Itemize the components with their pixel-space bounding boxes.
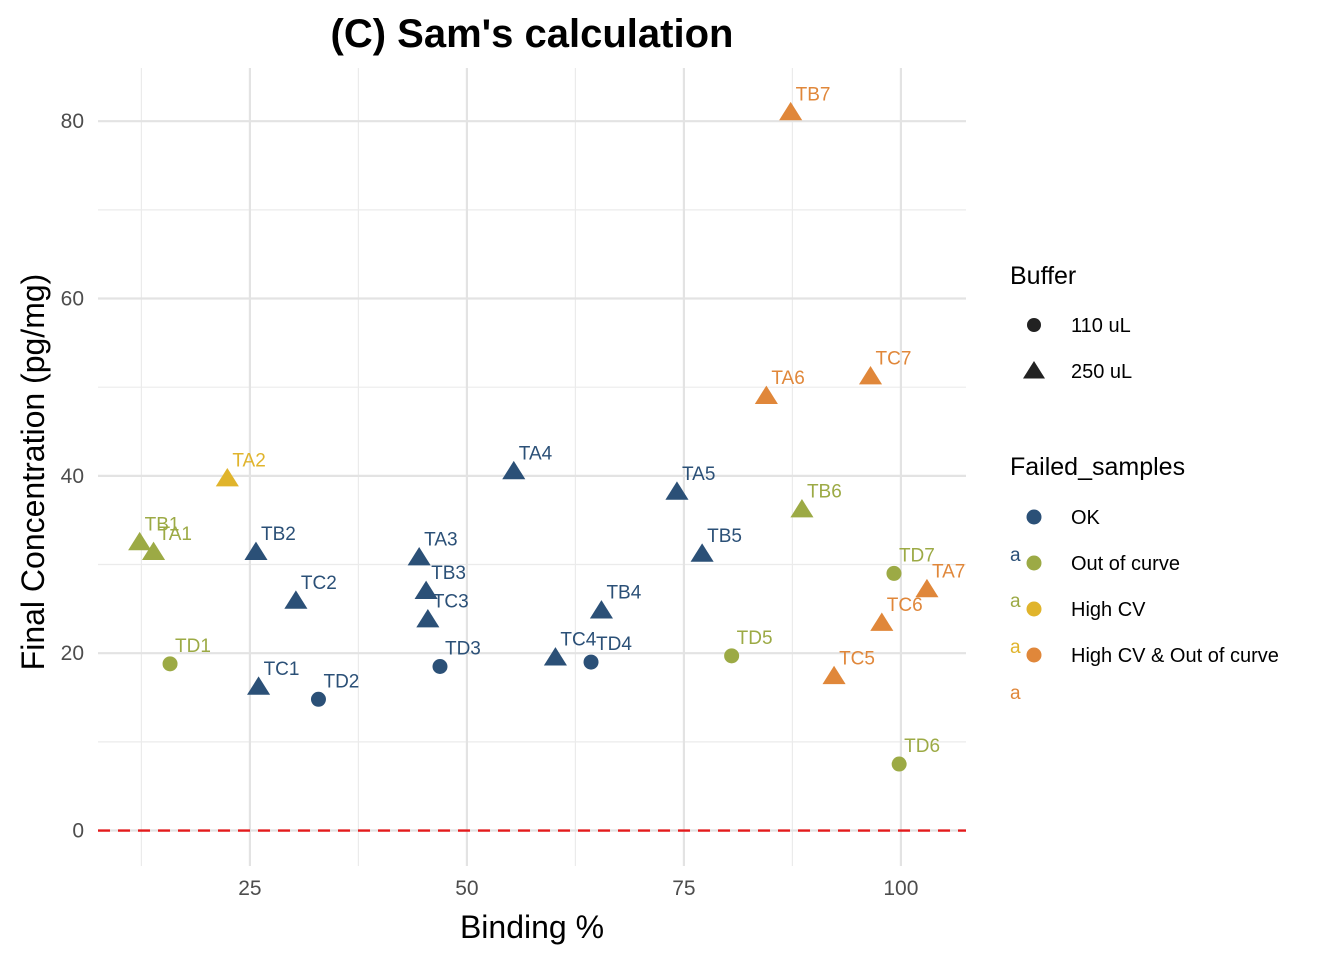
legend-color-icon [1026,647,1042,663]
point-label: TD7 [899,545,935,566]
point-label: TA4 [519,443,553,464]
data-point-circle [432,659,448,674]
data-points [128,101,939,772]
data-point-triangle [502,460,526,480]
data-point-triangle [416,609,440,628]
data-point-triangle [414,580,438,600]
buffer-legend-items: 110 uL 250 uL [1023,315,1132,383]
y-tick-label: 40 [61,465,84,488]
legend-circle-icon [1027,318,1041,332]
point-label: TB6 [807,482,842,503]
data-point-triangle [589,600,613,619]
data-point-triangle [779,101,803,121]
buffer-legend-label: 110 uL [1071,315,1131,337]
point-label: TB4 [606,583,641,604]
point-label: TA6 [771,368,804,389]
failed-samples-legend-label: Out of curve [1071,553,1180,575]
point-label: TA2 [232,451,265,472]
data-point-circle [162,656,178,672]
y-axis-title: Final Concentration (pg/mg) [15,274,51,671]
data-point-circle [724,648,740,664]
point-label: TB5 [707,526,742,547]
data-point-triangle [915,578,939,598]
point-label: TD1 [175,636,211,657]
data-point-triangle [665,481,689,500]
x-axis-title: Binding % [460,909,604,945]
point-label: TC3 [433,592,469,613]
failed-samples-legend-label: OK [1071,507,1101,529]
x-tick-label: 25 [238,877,261,900]
legend-triangle-icon [1023,361,1045,379]
failed-samples-legend-title: Failed_samples [1010,453,1185,481]
legend-text-key: a [1010,591,1021,612]
y-tick-label: 20 [61,642,84,665]
failed-samples-legend-items: OK a Out of curve a High CV a High CV & Out of… [1010,507,1279,704]
point-label: TC7 [876,349,912,370]
failed-samples-legend-label: High CV & Out of curve [1071,645,1279,667]
point-label: TC2 [301,573,337,594]
point-label: TD3 [445,639,481,660]
data-point-triangle [870,612,894,631]
data-point-triangle [284,590,308,609]
y-tick-label: 0 [72,820,84,843]
data-point-triangle [407,546,431,566]
y-tick-label: 80 [61,110,84,133]
point-label: TA5 [682,464,715,485]
data-point-triangle [858,366,883,385]
data-point-circle [886,565,902,581]
point-label: TC6 [887,595,923,616]
data-point-triangle [690,543,714,562]
point-label: TB2 [261,524,296,545]
data-point-triangle [244,541,268,560]
data-point-circle [310,691,326,707]
y-tick-label: 60 [61,288,84,311]
legend-text-key: a [1010,637,1021,658]
buffer-legend-title: Buffer [1010,262,1076,290]
point-label: TB7 [796,84,831,105]
point-label: TD5 [737,628,773,649]
x-tick-label: 50 [455,877,478,900]
point-label: TD2 [323,671,359,692]
data-point-triangle [754,385,778,404]
point-label: TB1 [145,514,180,535]
legend-text-key: a [1010,683,1021,704]
data-point-circle [891,756,907,772]
data-point-triangle [215,468,239,487]
legend: Buffer 110 uL 250 uL Failed_samples OK a Ou… [1010,262,1279,704]
point-label: TA7 [932,561,965,582]
point-label: TD6 [904,736,940,757]
data-point-triangle [247,676,271,695]
legend-color-icon [1026,601,1042,617]
legend-color-icon [1026,555,1042,571]
data-point-circle [583,654,599,670]
point-label: TA3 [424,529,457,550]
data-point-triangle [128,531,152,551]
chart-title: (C) Sam's calculation [331,12,734,56]
point-label: TC5 [839,648,875,669]
grid-lines [98,68,966,866]
point-label: TD4 [596,634,632,655]
point-label: TB3 [431,563,466,584]
point-label: TC4 [560,630,596,651]
data-point-triangle [790,499,814,518]
data-point-triangle [142,541,166,560]
point-label: TC1 [264,659,300,680]
point-label: TA1 [159,524,192,545]
legend-text-key: a [1010,545,1021,566]
x-tick-label: 100 [883,877,918,900]
data-point-triangle [543,647,567,666]
axis-tick-labels: 25 50 75 100 0 20 40 60 80 [61,110,919,900]
data-point-triangle [822,665,846,685]
legend-color-icon [1026,509,1042,525]
buffer-legend-label: 250 uL [1071,361,1132,383]
failed-samples-legend-label: High CV [1071,599,1146,621]
x-tick-label: 75 [672,877,695,900]
